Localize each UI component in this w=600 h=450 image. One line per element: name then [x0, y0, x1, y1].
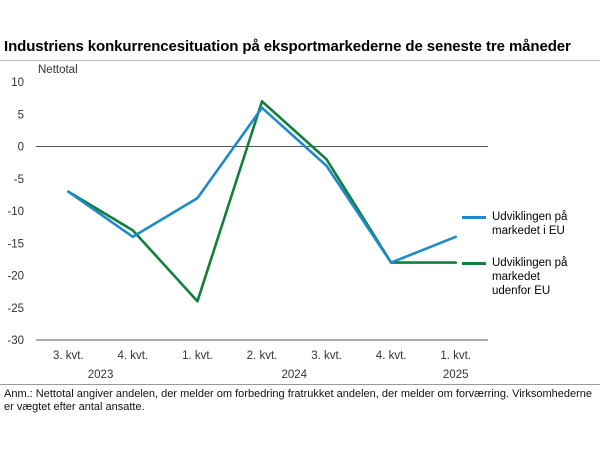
legend-label-eu-1: Udviklingen på [492, 211, 568, 223]
y-tick-label: 0 [18, 142, 24, 154]
x-tick-label: 4. kvt. [376, 350, 407, 362]
year-label: 2024 [281, 369, 307, 381]
year-label: 2025 [443, 369, 469, 381]
y-axis-label: Nettotal [38, 64, 78, 76]
legend-item-eu: Udviklingen på markedet i EU [462, 210, 600, 238]
series-line-non-eu [66, 100, 458, 303]
legend-swatch-non-eu [462, 262, 486, 265]
y-tick-label: -10 [7, 206, 24, 218]
y-tick-label: -5 [14, 174, 24, 186]
y-tick-label: 5 [18, 109, 24, 121]
top-divider [0, 60, 600, 61]
y-tick-label: -25 [7, 303, 24, 315]
series-line-eu [66, 106, 458, 264]
y-tick-label: -20 [7, 271, 24, 283]
y-tick-label: 10 [11, 77, 24, 89]
x-tick-label: 3. kvt. [53, 350, 84, 362]
line-chart: Nettotal 10 5 0 -5 -10 -15 -20 -25 -30 3. kvt. 4.… [7, 64, 488, 381]
legend-label-non-eu-2: markedet [492, 271, 540, 283]
legend-item-non-eu: Udviklingen på markedet udenfor EU [462, 256, 600, 298]
legend-label-non-eu-1: Udviklingen på [492, 257, 568, 269]
x-tick-label: 1. kvt. [440, 350, 471, 362]
legend-swatch-eu [462, 216, 486, 219]
y-tick-label: -15 [7, 238, 24, 250]
footnote: Anm.: Nettotal angiver andelen, der meld… [4, 388, 592, 413]
legend-label-non-eu-3: udenfor EU [492, 285, 551, 297]
x-tick-label: 4. kvt. [118, 350, 149, 362]
year-label: 2023 [88, 369, 114, 381]
x-tick-label: 3. kvt. [311, 350, 342, 362]
bottom-divider [0, 384, 600, 385]
x-tick-label: 1. kvt. [182, 350, 213, 362]
x-tick-label: 2. kvt. [247, 350, 278, 362]
legend-label-eu-2: markedet i EU [492, 225, 565, 237]
chart-title: Industriens konkurrencesituation på eksp… [4, 38, 571, 55]
y-tick-label: -30 [7, 335, 24, 347]
